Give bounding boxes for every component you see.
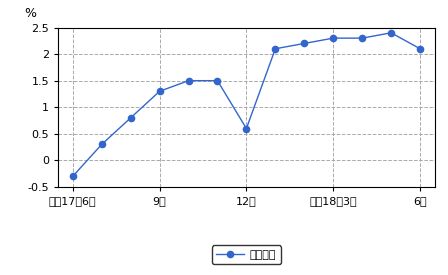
雇用指数 xyxy=(302,42,307,45)
雇用指数 xyxy=(186,79,191,82)
雇用指数 xyxy=(388,31,394,34)
雇用指数 xyxy=(418,47,423,50)
雇用指数 xyxy=(128,116,134,120)
Line: 雇用指数: 雇用指数 xyxy=(69,30,423,180)
雇用指数 xyxy=(215,79,220,82)
雇用指数 xyxy=(99,143,104,146)
Text: %: % xyxy=(24,7,36,20)
雇用指数 xyxy=(331,37,336,40)
雇用指数 xyxy=(70,175,75,178)
雇用指数 xyxy=(157,90,162,93)
雇用指数 xyxy=(273,47,278,50)
Legend: 雇用指数: 雇用指数 xyxy=(212,246,281,264)
雇用指数 xyxy=(359,37,365,40)
雇用指数 xyxy=(244,127,249,130)
